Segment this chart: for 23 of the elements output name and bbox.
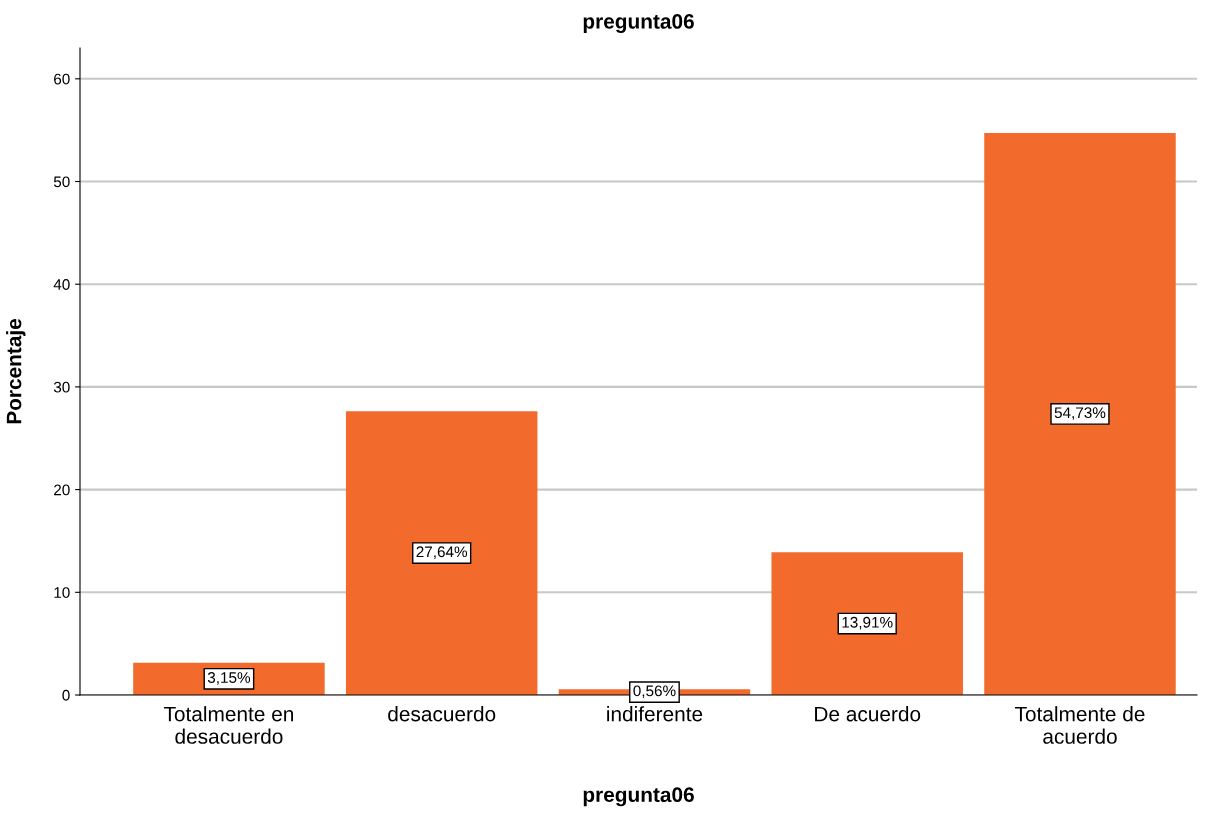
y-tick-label: 40 <box>53 279 70 290</box>
y-tick-label: 0 <box>62 689 70 701</box>
y-tick-label: 10 <box>54 587 70 598</box>
data-label: 3,15% <box>207 672 251 685</box>
y-axis-title: Porcentaje <box>6 318 26 424</box>
x-tick-label: Totalmente de acuerdo <box>1015 706 1145 744</box>
y-tick-label: 50 <box>53 176 70 188</box>
data-label: 27,64% <box>416 546 468 559</box>
data-label: 54,73% <box>1054 407 1106 420</box>
y-tick-label: 30 <box>53 381 70 393</box>
bar <box>771 552 963 695</box>
y-tick-label: 60 <box>54 73 70 85</box>
y-tick-label: 20 <box>54 484 70 496</box>
x-tick-label: De acuerdo <box>815 706 921 722</box>
bar <box>345 411 538 695</box>
data-label: 13,91% <box>842 616 893 630</box>
x-tick-label: indiferente <box>607 706 703 722</box>
x-tick-label: desacuerdo <box>388 706 496 722</box>
x-axis-title: pregunta06 <box>583 787 694 807</box>
chart-title: pregunta06 <box>583 14 694 33</box>
data-label: 0,56% <box>633 685 676 699</box>
x-tick-label: Totalmente en desacuerdo <box>163 706 294 744</box>
bar <box>984 132 1176 695</box>
